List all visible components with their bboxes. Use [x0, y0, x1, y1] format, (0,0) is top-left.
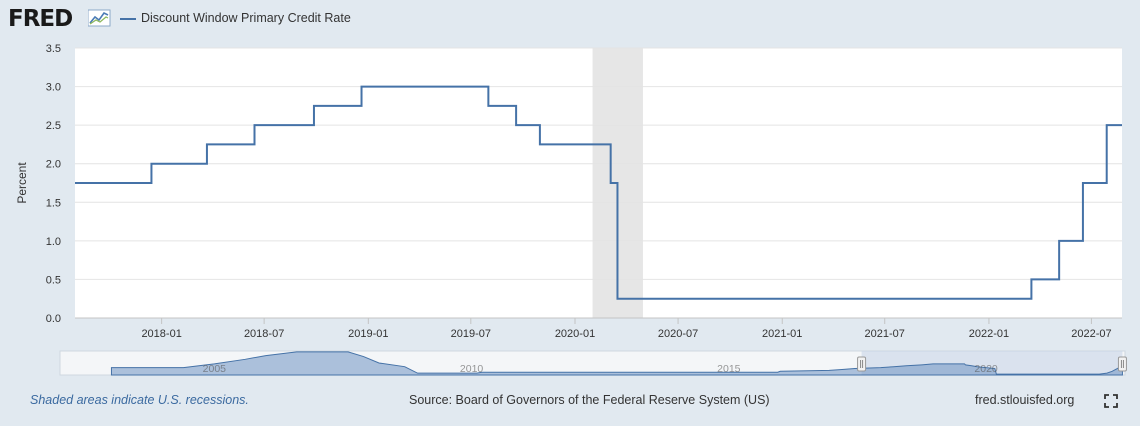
- gridlines: [75, 47, 1122, 319]
- recession-note: Shaded areas indicate U.S. recessions.: [30, 393, 249, 407]
- x-tick-label: 2020-07: [658, 328, 698, 340]
- fred-chart-logo-icon: [88, 9, 111, 27]
- y-tick-label: 0.5: [46, 274, 61, 286]
- y-axis-label: Percent: [15, 162, 29, 204]
- y-tick-label: 2.0: [46, 159, 61, 171]
- x-tick-label: 2018-01: [141, 328, 181, 340]
- site-link[interactable]: fred.stlouisfed.org: [975, 393, 1075, 407]
- x-tick-label: 2022-07: [1071, 328, 1111, 340]
- navigator-year-label: 2005: [203, 363, 227, 375]
- navigator-handle[interactable]: [857, 356, 867, 372]
- y-tick-label: 0.0: [46, 313, 61, 325]
- fred-logo[interactable]: FRED: [8, 6, 73, 32]
- y-tick-label: 1.5: [46, 197, 61, 209]
- y-tick-label: 1.0: [46, 236, 61, 248]
- navigator-area: [110, 351, 1123, 376]
- navigator-year-label: 2015: [717, 363, 741, 375]
- y-tick-label: 3.0: [46, 82, 61, 94]
- legend-swatch: [120, 18, 136, 20]
- y-axis: 0.0 0.5 1.0 1.5 2.0 2.5 3.0 3.5: [46, 43, 61, 325]
- x-tick-label: 2022-01: [969, 328, 1009, 340]
- x-tick-label: 2019-07: [451, 328, 491, 340]
- x-axis: 2018-01 2018-07 2019-01 2019-07 2020-01 2020-…: [141, 318, 1112, 340]
- x-tick-label: 2018-07: [244, 328, 284, 340]
- navigator-handle[interactable]: [1117, 356, 1127, 372]
- x-tick-label: 2021-07: [865, 328, 905, 340]
- x-tick-label: 2019-01: [348, 328, 388, 340]
- navigator[interactable]: 2005 2010 2015 2020: [59, 350, 1127, 376]
- x-tick-label: 2020-01: [555, 328, 595, 340]
- y-tick-label: 2.5: [46, 120, 61, 132]
- source-note: Source: Board of Governors of the Federa…: [409, 393, 770, 407]
- legend-label[interactable]: Discount Window Primary Credit Rate: [141, 11, 351, 25]
- y-tick-label: 3.5: [46, 43, 61, 55]
- navigator-year-label: 2010: [460, 363, 484, 375]
- expand-icon[interactable]: [1104, 394, 1118, 408]
- x-tick-label: 2021-01: [762, 328, 802, 340]
- series-layer: [75, 85, 1122, 300]
- navigator-year-label: 2020: [974, 363, 998, 375]
- series-line: [75, 85, 1122, 300]
